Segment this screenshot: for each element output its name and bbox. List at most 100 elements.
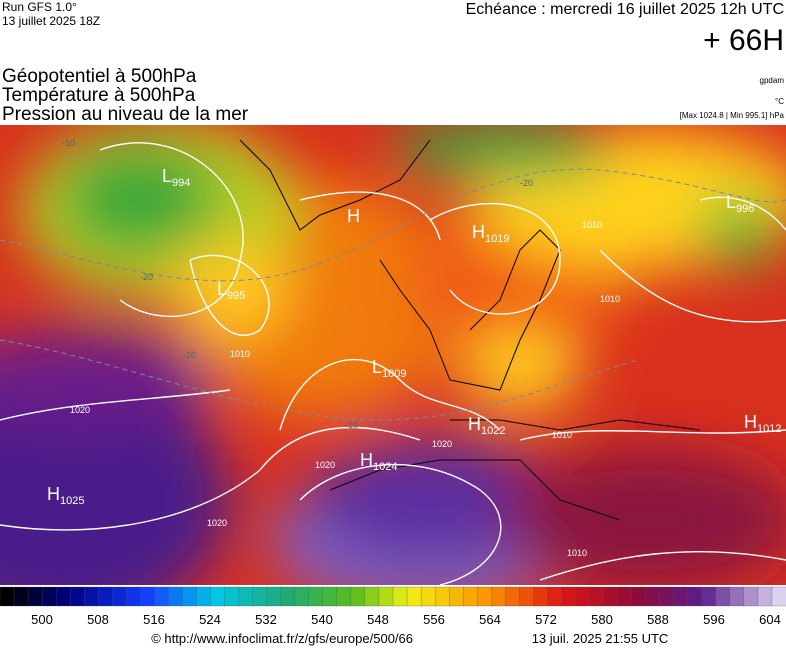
- colorbar-label: 500: [31, 612, 53, 627]
- center-letter: L: [726, 192, 736, 212]
- colorbar-cell: [322, 586, 338, 607]
- colorbar-cell: [505, 586, 520, 607]
- center-value: 1024: [373, 461, 397, 473]
- center-letter: H: [468, 414, 481, 434]
- colorbar-cell: [350, 586, 366, 607]
- pressure-range: [Max 1024.8 | Min 995.1] hPa: [680, 111, 785, 120]
- colorbar-cell: [98, 586, 113, 607]
- colorbar-cell: [463, 586, 478, 607]
- center-letter: L: [217, 279, 227, 299]
- legend-line: Pression au niveau de la mer: [2, 104, 249, 125]
- colorbar-cell: [294, 586, 310, 607]
- isobar-label: 1020: [432, 439, 452, 449]
- colorbar-cell: [477, 586, 492, 607]
- pressure-center: H1022: [468, 414, 505, 437]
- colorbar-cell: [55, 586, 71, 607]
- colorbar-cell: [0, 586, 15, 607]
- pressure-center: L996: [726, 192, 754, 215]
- colorbar-cell: [434, 586, 450, 607]
- colorbar-cell: [154, 586, 170, 607]
- legend-line: Géopotentiel à 500hPa: [2, 66, 197, 87]
- colorbar-cell: [308, 586, 324, 607]
- run-label: Run GFS 1.0°: [2, 0, 77, 14]
- pressure-center: H1024: [360, 450, 397, 473]
- colorbar-cell: [533, 586, 549, 607]
- center-letter: H: [744, 412, 757, 432]
- colorbar-cell: [561, 586, 577, 607]
- colorbar-cell: [266, 586, 282, 607]
- temp-label: -10: [62, 138, 75, 148]
- colorbar-cell: [631, 586, 647, 607]
- colorbar-cell: [168, 586, 184, 607]
- colorbar-cell: [182, 586, 198, 607]
- colorbar-cell: [70, 586, 85, 607]
- isobar-label: 1010: [582, 220, 602, 230]
- colorbar-cell: [757, 586, 773, 607]
- isobar-label: 1010: [600, 294, 620, 304]
- center-value: 1022: [481, 425, 505, 437]
- colorbar-cell: [210, 586, 226, 607]
- center-letter: L: [162, 166, 172, 186]
- pressure-center: L995: [217, 279, 245, 302]
- center-letter: L: [372, 357, 382, 377]
- colorbar-cell: [491, 586, 506, 607]
- colorbar-cell: [701, 586, 717, 607]
- valid-time: Echéance : mercredi 16 juillet 2025 12h …: [466, 1, 784, 18]
- pressure-center: H1012: [744, 412, 781, 435]
- isobar-label: 1020: [315, 460, 335, 470]
- footer-time: 13 juil. 2025 21:55 UTC: [532, 631, 669, 646]
- colorbar-cell: [336, 586, 352, 607]
- colorbar-label: 524: [199, 612, 221, 627]
- unit-temp: °C: [775, 97, 784, 106]
- colorbar-label: 588: [647, 612, 669, 627]
- colorbar-cell: [673, 586, 689, 607]
- colorbar-label: 508: [87, 612, 109, 627]
- pressure-center: H1025: [47, 484, 84, 507]
- colorbar-cell: [378, 586, 394, 607]
- center-letter: H: [360, 450, 373, 470]
- temp-label: -20: [520, 178, 533, 188]
- colorbar-cell: [364, 586, 380, 607]
- lead-time: + 66H: [703, 24, 784, 57]
- center-value: 1025: [60, 495, 84, 507]
- center-value: 996: [736, 203, 754, 215]
- colorbar-cell: [771, 586, 786, 607]
- colorbar-cell: [645, 586, 661, 607]
- isobar-label: 1010: [552, 430, 572, 440]
- pressure-center: H1019: [472, 222, 509, 245]
- run-date: 13 juillet 2025 18Z: [2, 14, 100, 28]
- colorbar-cell: [406, 586, 422, 607]
- isobar-label: 1010: [567, 548, 587, 558]
- center-value: 995: [227, 290, 245, 302]
- colorbar-label: 596: [703, 612, 725, 627]
- colorbar-cell: [252, 586, 268, 607]
- center-value: 1012: [757, 423, 781, 435]
- colorbar-cell: [687, 586, 703, 607]
- colorbar-cell: [224, 586, 240, 607]
- colorbar-cell: [575, 586, 591, 607]
- colorbar-cell: [547, 586, 563, 607]
- temp-label: -20: [140, 272, 153, 282]
- colorbar-cell: [126, 586, 142, 607]
- colorbar-label: 548: [367, 612, 389, 627]
- colorbar-cell: [589, 586, 605, 607]
- pressure-center: L994: [162, 166, 190, 189]
- pressure-center: L1009: [372, 357, 407, 380]
- colorbar-label: 572: [535, 612, 557, 627]
- colorbar-cell: [743, 586, 759, 607]
- colorbar-cell: [112, 586, 127, 607]
- legend-line: Température à 500hPa: [2, 85, 196, 106]
- colorbar-cell: [659, 586, 675, 607]
- colorbar: 500 508 516 524 532 540 548 556 564 572 580 588 596 6…: [0, 586, 786, 627]
- isobar-label: 1010: [230, 349, 250, 359]
- map: [0, 125, 786, 585]
- colorbar-label: 556: [423, 612, 445, 627]
- colorbar-label: 564: [479, 612, 501, 627]
- colorbar-cell: [13, 586, 29, 607]
- pressure-center: H: [347, 206, 360, 226]
- colorbar-cell: [715, 586, 731, 607]
- colorbar-cell: [519, 586, 535, 607]
- footer-url: © http://www.infoclimat.fr/z/gfs/europe/…: [151, 631, 413, 646]
- colorbar-label: 604: [759, 612, 781, 627]
